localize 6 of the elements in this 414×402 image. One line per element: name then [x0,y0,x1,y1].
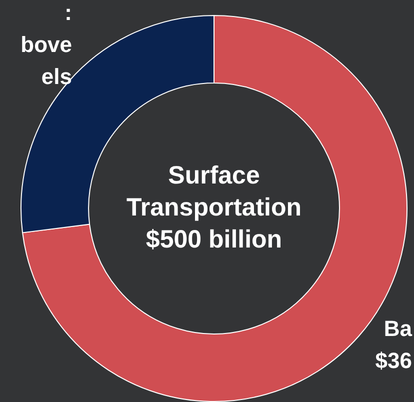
text: $36 [375,348,412,374]
text: els [41,64,72,90]
text: Surface Transportation $500 billion [126,161,302,254]
text: Ba [384,316,413,342]
text: bove [20,32,72,58]
text: : [64,0,72,26]
